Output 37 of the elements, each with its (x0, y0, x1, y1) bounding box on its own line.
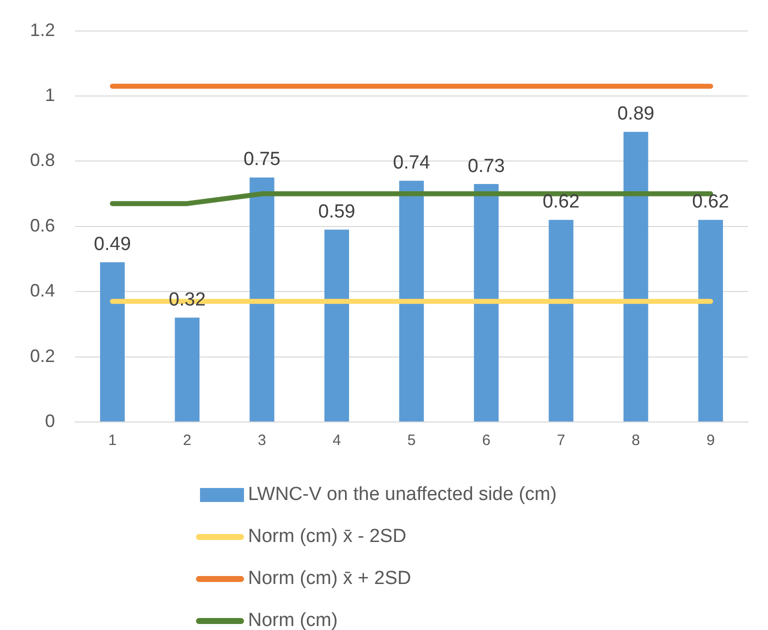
y-tick-label: 1 (45, 84, 56, 105)
y-tick-label: 0.6 (30, 215, 56, 236)
x-tick-label: 5 (407, 432, 416, 450)
data-label: 0.73 (468, 156, 505, 177)
y-tick-label: 0.8 (30, 150, 56, 170)
data-label: 0.59 (318, 201, 356, 222)
y-tick-label: 0.4 (30, 280, 56, 301)
bar (174, 318, 200, 422)
x-tick-label: 9 (706, 432, 715, 450)
bar (399, 180, 424, 422)
legend-label: Norm (cm) x̄ - 2SD (248, 526, 406, 548)
x-tick-label: 2 (183, 432, 192, 450)
legend-label: Norm (cm) x̄ + 2SD (248, 568, 412, 590)
bar (698, 220, 723, 422)
legend-label: Norm (cm) (248, 610, 338, 630)
bar (324, 230, 350, 422)
data-label: 0.74 (393, 152, 430, 174)
y-tick-label: 1.2 (30, 20, 56, 40)
bar (624, 132, 648, 422)
x-tick-label: 7 (556, 432, 566, 450)
data-label: 0.49 (94, 234, 131, 255)
data-label: 0.62 (542, 192, 580, 213)
y-tick-label: 0.2 (30, 346, 56, 366)
data-label: 0.75 (243, 149, 280, 170)
bar (548, 220, 574, 422)
x-tick-label: 3 (258, 432, 266, 450)
x-tick-label: 4 (332, 432, 341, 450)
x-tick-label: 8 (632, 432, 640, 450)
x-tick-label: 1 (108, 432, 117, 450)
data-label: 0.62 (692, 192, 730, 213)
bar (474, 184, 499, 422)
bar (250, 178, 274, 422)
y-tick-label: 0 (45, 410, 56, 431)
legend-label: LWNC-V on the unaffected side (cm) (248, 484, 557, 506)
bar (100, 262, 125, 422)
data-label: 0.89 (617, 104, 654, 125)
x-tick-label: 6 (482, 432, 490, 450)
